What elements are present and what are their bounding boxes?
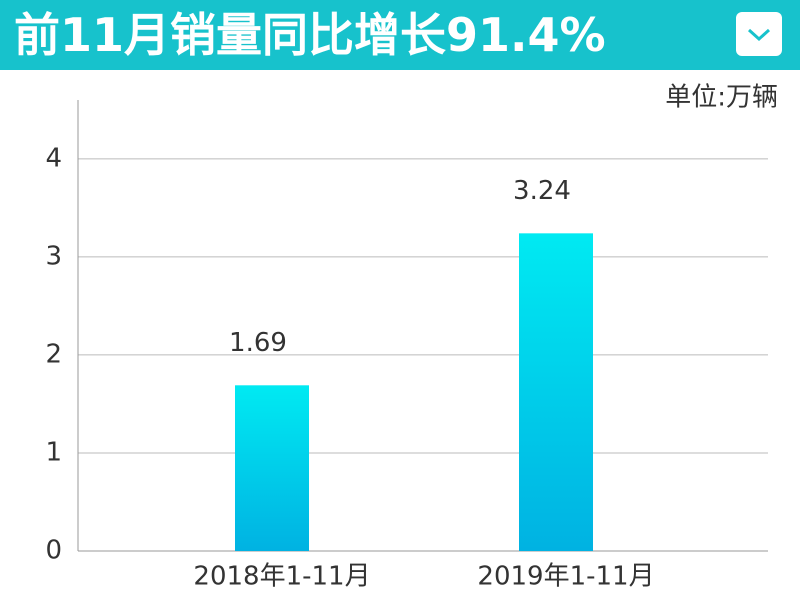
chart-title: 前11月销量同比增长91.4% <box>14 8 606 62</box>
y-tick-label: 1 <box>45 437 62 467</box>
x-tick-label: 2018年1-11月 <box>193 562 370 592</box>
y-tick-label: 4 <box>45 143 62 173</box>
unit-label: 单位:万辆 <box>665 83 778 113</box>
bar <box>519 233 593 552</box>
dropdown-button[interactable] <box>736 12 782 56</box>
x-tick-label: 2019年1-11月 <box>477 562 654 592</box>
y-tick-label: 2 <box>45 339 62 369</box>
bar <box>235 385 309 551</box>
y-tick-label: 0 <box>45 536 62 566</box>
value-label: 1.69 <box>229 328 287 358</box>
value-label: 3.24 <box>513 176 571 206</box>
header-bar: 前11月销量同比增长91.4% <box>0 0 800 70</box>
chevron-icon <box>747 28 771 42</box>
y-tick-label: 3 <box>45 241 62 271</box>
